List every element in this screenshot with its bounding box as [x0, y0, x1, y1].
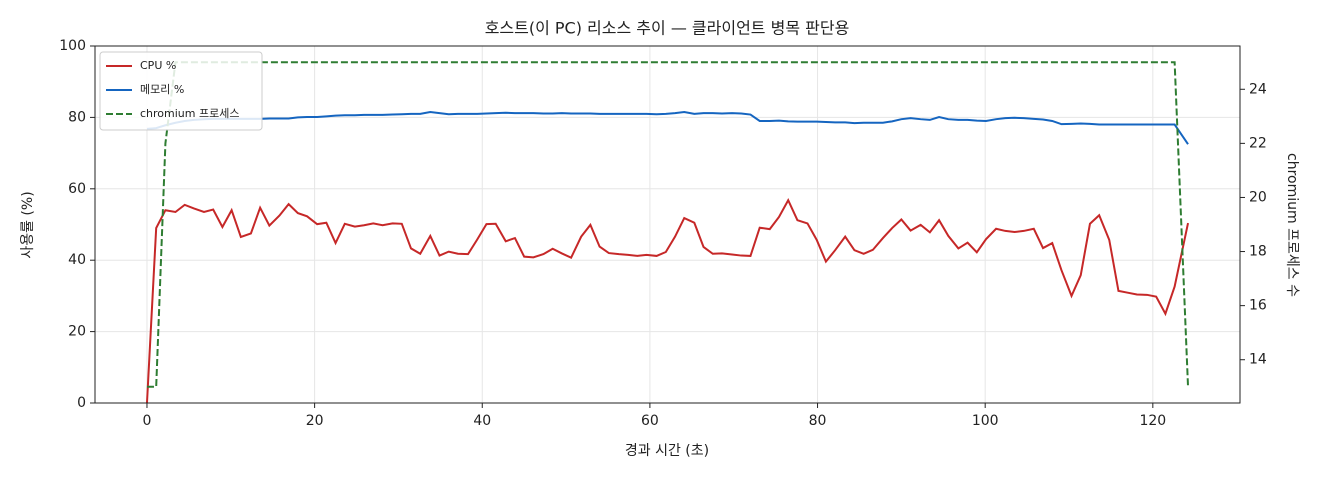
y2-axis-label: chromium 프로세스 수: [1284, 153, 1300, 297]
y-tick-label: 100: [59, 38, 86, 54]
x-axis-label: 경과 시간 (초): [625, 443, 709, 459]
legend-label: chromium 프로세스: [140, 107, 239, 120]
legend-label: CPU %: [140, 59, 176, 72]
y2-tick-label: 22: [1249, 135, 1267, 151]
x-tick-label: 60: [641, 413, 659, 429]
series-line: [146, 61, 1190, 388]
y-tick-label: 80: [68, 109, 86, 125]
y2-tick-label: 24: [1249, 81, 1267, 97]
x-tick-label: 100: [972, 413, 999, 429]
y2-tick-label: 14: [1249, 352, 1267, 368]
y-tick-label: 60: [68, 181, 86, 197]
y2-tick-label: 18: [1249, 244, 1267, 260]
plot-frame: [94, 45, 1241, 404]
x-tick-label: 0: [143, 413, 152, 429]
y2-tick-label: 20: [1249, 189, 1267, 205]
legend-box: [99, 51, 263, 131]
series-line: [146, 111, 1189, 145]
x-tick-label: 120: [1139, 413, 1166, 429]
legend-label: 메모리 %: [140, 83, 184, 96]
y-tick-label: 0: [77, 395, 86, 411]
x-tick-label: 40: [473, 413, 491, 429]
x-tick-label: 80: [809, 413, 827, 429]
x-tick-label: 20: [306, 413, 324, 429]
y-tick-label: 20: [68, 324, 86, 340]
chart-title: 호스트(이 PC) 리소스 추이 — 클라이언트 병목 판단용: [485, 19, 850, 38]
y-tick-label: 40: [68, 252, 86, 268]
series-line: [145, 198, 1190, 404]
y-axis-label: 사용률 (%): [20, 191, 36, 258]
y2-tick-label: 16: [1249, 298, 1267, 314]
